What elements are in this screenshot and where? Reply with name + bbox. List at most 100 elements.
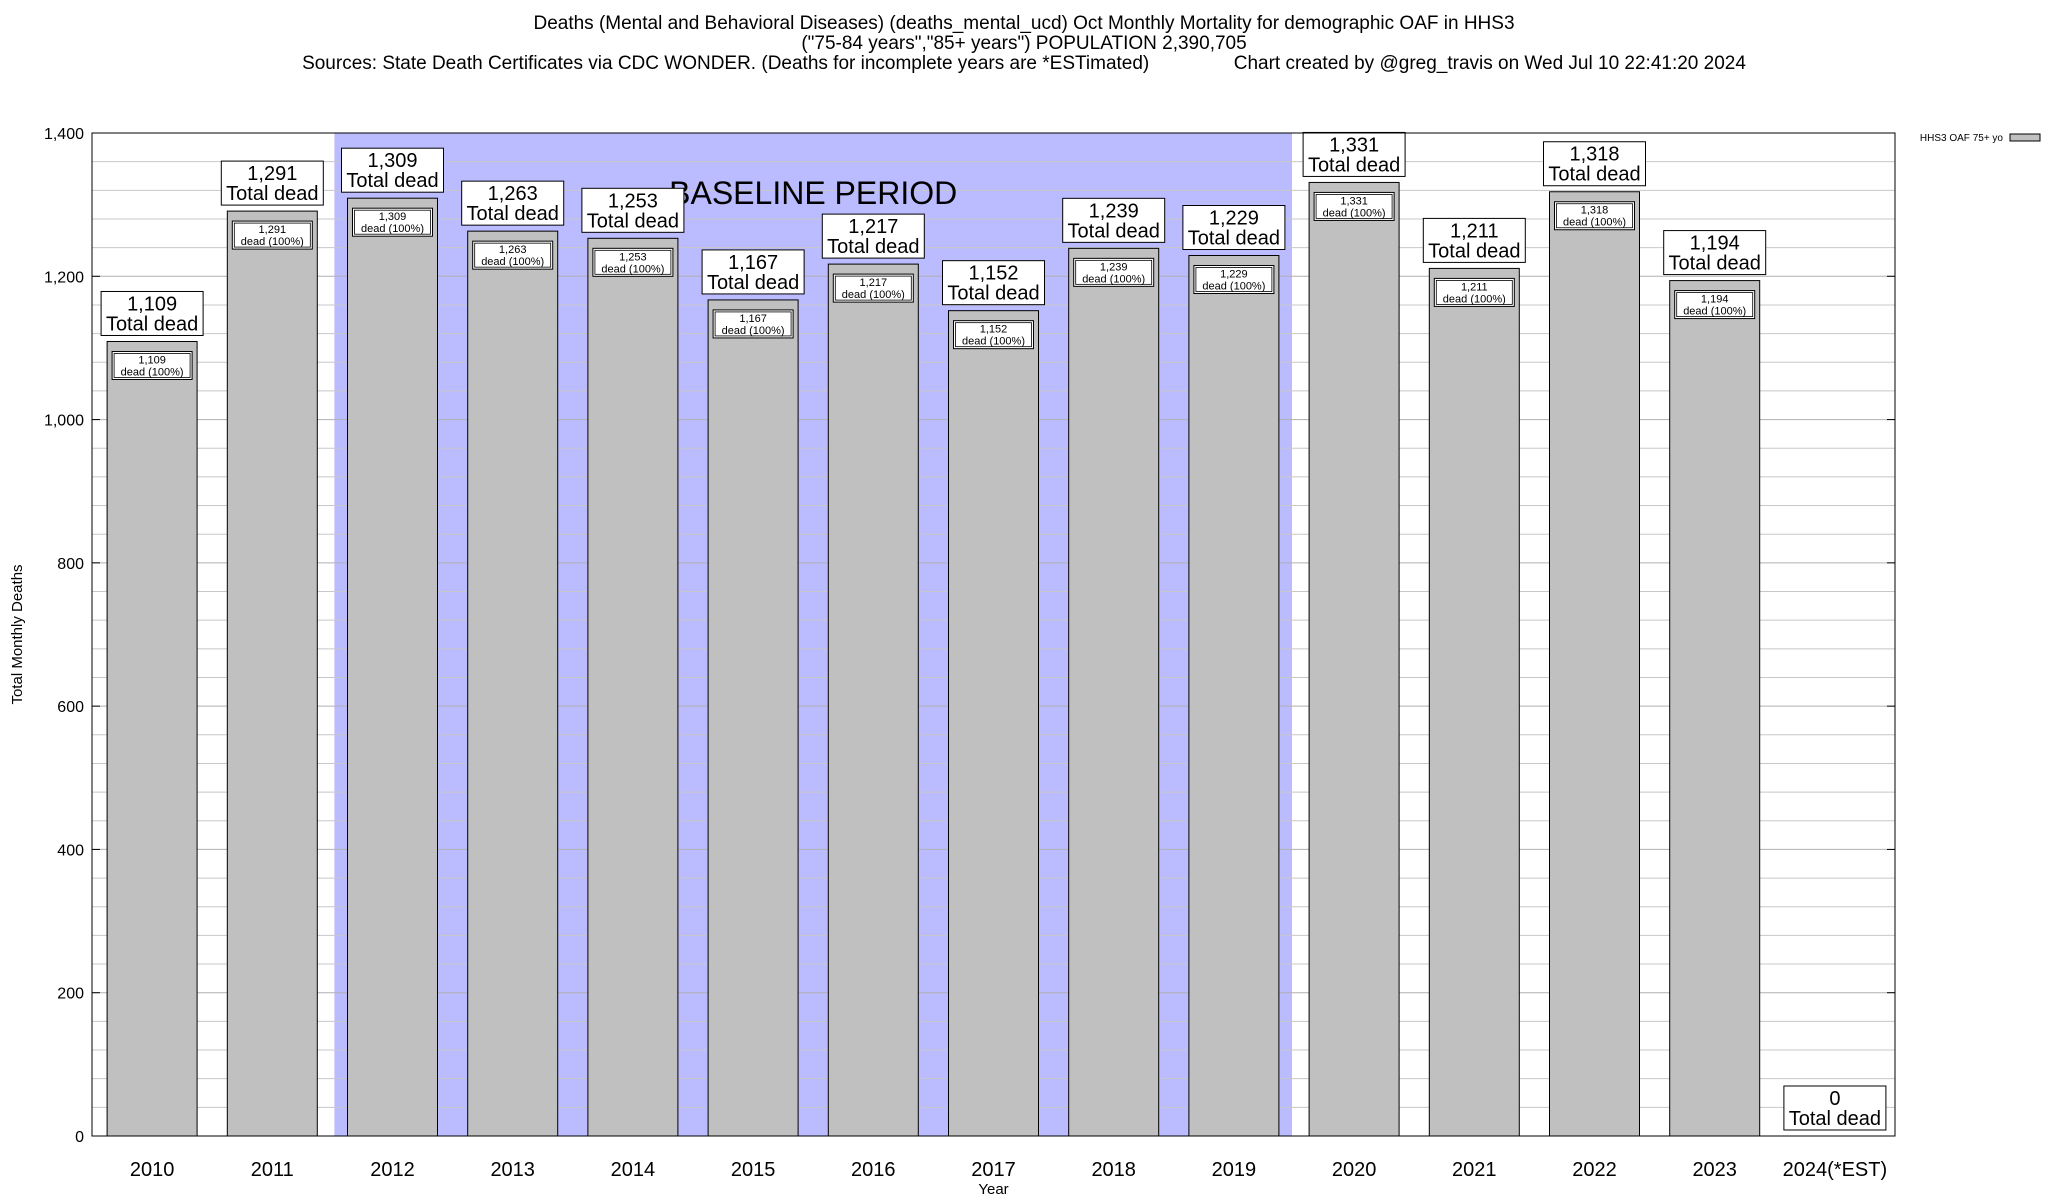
bar-inner-percent: dead (100%) bbox=[361, 223, 424, 235]
bar-inner-label-box bbox=[1554, 201, 1635, 231]
bar-inner-percent: dead (100%) bbox=[1202, 281, 1265, 293]
bar-inner-label-frame bbox=[834, 275, 912, 301]
bar-top-value: 1,263 bbox=[488, 183, 538, 205]
bar-top-caption: Total dead bbox=[1789, 1108, 1881, 1130]
bar-top-caption: Total dead bbox=[947, 283, 1039, 305]
bar-inner-label-frame bbox=[594, 249, 672, 275]
bar-top-label-box bbox=[341, 147, 444, 193]
bar-inner-percent: dead (100%) bbox=[1683, 306, 1746, 318]
bar-top-label-box bbox=[581, 187, 685, 233]
bar-inner-label-frame bbox=[233, 222, 311, 248]
bar-top-label-box bbox=[1663, 230, 1767, 276]
bar-inner-percent: dead (100%) bbox=[1323, 207, 1386, 219]
bar-inner-percent: dead (100%) bbox=[1443, 293, 1506, 305]
bar-inner-value: 1,291 bbox=[259, 224, 287, 236]
bar-inner-percent: dead (100%) bbox=[842, 289, 905, 301]
x-tick-label: 2020 bbox=[1332, 1159, 1377, 1181]
bar-top-caption: Total dead bbox=[587, 210, 679, 232]
bar-top-value: 1,229 bbox=[1209, 208, 1259, 230]
bar-top-label-box bbox=[100, 290, 204, 336]
bar-inner-value: 1,109 bbox=[138, 354, 166, 366]
y-tick-label: 400 bbox=[57, 842, 84, 859]
x-tick-label: 2024(*EST) bbox=[1783, 1159, 1888, 1181]
bar-inner-value: 1,253 bbox=[619, 251, 647, 263]
bar-top-value: 1,318 bbox=[1569, 144, 1619, 166]
bar-inner-value: 1,331 bbox=[1340, 195, 1368, 207]
bar bbox=[347, 197, 438, 1137]
bar-top-caption: Total dead bbox=[1188, 228, 1280, 250]
bar-inner-label-frame bbox=[474, 242, 552, 268]
x-tick-label: 2016 bbox=[851, 1159, 896, 1181]
x-tick-label: 2012 bbox=[370, 1159, 415, 1181]
y-tick-label: 0 bbox=[75, 1129, 84, 1146]
x-tick-label: 2014 bbox=[611, 1159, 656, 1181]
bar bbox=[707, 299, 799, 1137]
x-tick-label: 2010 bbox=[130, 1159, 175, 1181]
bar-top-caption: Total dead bbox=[1428, 240, 1520, 262]
bar-top-caption: Total dead bbox=[226, 183, 318, 205]
bar-top-value: 1,239 bbox=[1089, 200, 1139, 222]
bar-top-value: 0 bbox=[1829, 1088, 1840, 1110]
chart-title: Deaths (Mental and Behavioral Diseases) … bbox=[533, 13, 1515, 34]
bar-inner-label-frame bbox=[1315, 194, 1393, 219]
y-tick-label: 1,400 bbox=[44, 126, 84, 143]
bar-inner-value: 1,318 bbox=[1581, 205, 1609, 217]
bar bbox=[1188, 255, 1280, 1137]
bar-inner-percent: dead (100%) bbox=[121, 366, 184, 378]
y-tick-label: 200 bbox=[57, 986, 84, 1003]
bar-inner-label-box bbox=[1193, 265, 1275, 295]
bar-top-value: 1,217 bbox=[848, 216, 898, 238]
bar-top-caption: Total dead bbox=[1548, 164, 1640, 186]
bar-inner-percent: dead (100%) bbox=[1563, 217, 1626, 229]
bar-top-caption: Total dead bbox=[467, 203, 559, 225]
bar-inner-label-box bbox=[1674, 290, 1756, 320]
x-tick-label: 2021 bbox=[1452, 1159, 1497, 1181]
chart-subtitle: ("75-84 years","85+ years") POPULATION 2… bbox=[801, 33, 1247, 54]
bar bbox=[1549, 191, 1640, 1137]
bar-inner-value: 1,217 bbox=[860, 277, 888, 289]
bar-inner-percent: dead (100%) bbox=[1082, 273, 1145, 285]
bar bbox=[467, 230, 559, 1137]
chart-source-line: Sources: State Death Certificates via CD… bbox=[302, 53, 1746, 74]
bar-inner-percent: dead (100%) bbox=[601, 263, 664, 275]
bar-top-label-box bbox=[701, 249, 805, 295]
bar-top-label-box bbox=[461, 180, 565, 226]
bar-top-value: 1,291 bbox=[247, 163, 297, 185]
bar-top-caption: Total dead bbox=[1669, 253, 1761, 275]
bar-inner-label-box bbox=[472, 240, 554, 270]
bar-inner-label-box bbox=[1313, 191, 1395, 221]
bar-inner-label-box bbox=[111, 350, 193, 380]
bar-top-value: 1,109 bbox=[127, 293, 177, 315]
bar-top-value: 1,211 bbox=[1450, 220, 1499, 242]
bar-top-label-box bbox=[1062, 197, 1166, 243]
x-tick-label: 2013 bbox=[490, 1159, 535, 1181]
bar-inner-value: 1,309 bbox=[379, 211, 407, 223]
bar-inner-label-box bbox=[352, 207, 433, 237]
bar bbox=[948, 310, 1039, 1137]
bar-top-label-box bbox=[942, 260, 1045, 306]
bar-inner-label-frame bbox=[1195, 267, 1273, 292]
y-tick-label: 1,200 bbox=[44, 269, 84, 286]
bar-top-value: 1,167 bbox=[728, 252, 778, 274]
bar-inner-label-frame bbox=[1556, 203, 1633, 229]
legend-swatch bbox=[2009, 133, 2041, 142]
bar-inner-label-frame bbox=[1676, 292, 1754, 317]
bar-inner-percent: dead (100%) bbox=[962, 336, 1025, 348]
bar-top-value: 1,152 bbox=[968, 263, 1018, 285]
bar-top-value: 1,253 bbox=[608, 190, 658, 212]
bar-top-caption: Total dead bbox=[827, 236, 919, 258]
bar-top-caption: Total dead bbox=[346, 170, 438, 192]
bar-inner-percent: dead (100%) bbox=[241, 236, 304, 248]
plot-frame bbox=[91, 132, 1896, 1137]
x-tick-label: 2019 bbox=[1212, 1159, 1257, 1181]
y-tick-label: 1,000 bbox=[44, 413, 84, 430]
x-tick-label: 2022 bbox=[1572, 1159, 1617, 1181]
bar-inner-label-box bbox=[231, 220, 313, 250]
bar-inner-label-frame bbox=[714, 311, 792, 337]
bar-inner-label-frame bbox=[1435, 280, 1513, 305]
bar-inner-value: 1,239 bbox=[1100, 261, 1128, 273]
bar-inner-percent: dead (100%) bbox=[481, 256, 544, 268]
bar-inner-label-box bbox=[712, 309, 794, 339]
bar-inner-label-box bbox=[1073, 257, 1155, 287]
